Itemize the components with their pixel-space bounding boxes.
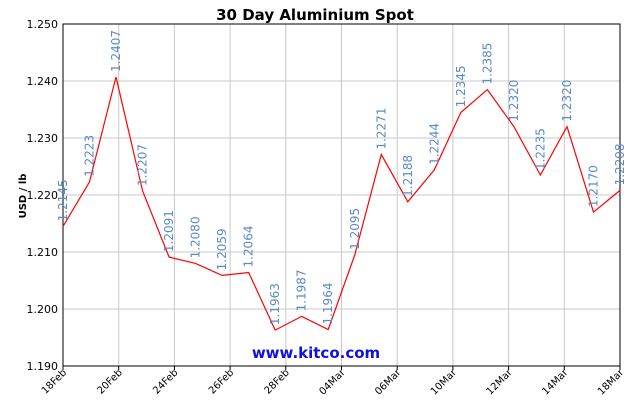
data-label: 1.2345 — [454, 65, 468, 107]
data-label: 1.1987 — [295, 269, 309, 311]
y-tick-label: 1.210 — [27, 246, 59, 259]
data-label: 1.2080 — [189, 216, 203, 258]
y-tick-label: 1.200 — [27, 303, 59, 316]
data-label: 1.1964 — [321, 283, 335, 325]
price-series — [62, 76, 621, 331]
grid-lines — [62, 23, 621, 370]
data-label: 1.2271 — [374, 108, 388, 150]
y-tick-label: 1.250 — [27, 18, 59, 31]
data-label: 1.2059 — [215, 228, 229, 270]
data-label: 1.2095 — [348, 208, 362, 250]
y-tick-label: 1.220 — [27, 189, 59, 202]
data-label: 1.2385 — [480, 43, 494, 85]
watermark-text: www.kitco.com — [252, 344, 380, 362]
y-tick-labels: 1.190 1.200 1.210 1.220 1.230 1.240 1.250 — [27, 18, 59, 373]
data-label: 1.2407 — [109, 30, 123, 72]
data-label: 1.2207 — [136, 144, 150, 186]
data-label: 1.2235 — [533, 128, 547, 170]
y-tick-label: 1.240 — [27, 75, 59, 88]
data-label: 1.2170 — [586, 165, 600, 207]
data-label: 1.2244 — [427, 123, 441, 165]
y-axis-label: USD / lb — [18, 174, 29, 219]
data-label: 1.2223 — [83, 135, 97, 177]
data-label: 1.2091 — [162, 210, 176, 252]
data-label: 1.2320 — [507, 80, 521, 122]
y-tick-label: 1.190 — [27, 360, 59, 373]
data-label: 1.2188 — [401, 155, 415, 197]
plot-area — [62, 23, 621, 367]
data-label: 1.1963 — [268, 283, 282, 325]
data-labels: 1.2145 1.2223 1.2407 1.2207 1.2091 1.2080 1.20… — [56, 30, 627, 325]
data-label: 1.2064 — [242, 226, 256, 268]
data-label: 1.2208 — [613, 143, 627, 185]
data-label: 1.2320 — [560, 80, 574, 122]
data-label: 1.2145 — [56, 179, 70, 221]
y-tick-label: 1.230 — [27, 132, 59, 145]
price-line — [62, 76, 621, 331]
chart-title: 30 Day Aluminium Spot — [216, 6, 414, 24]
